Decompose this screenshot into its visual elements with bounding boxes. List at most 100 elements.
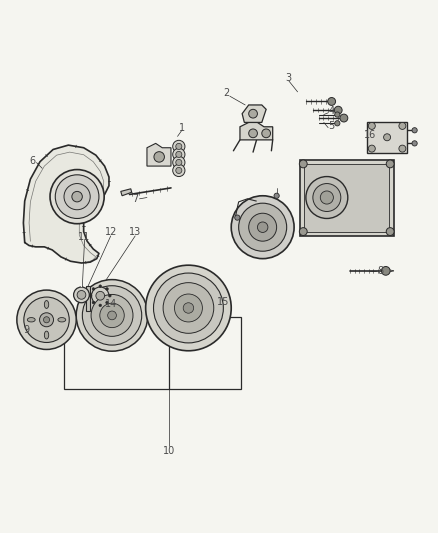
Circle shape (100, 303, 124, 328)
Polygon shape (121, 189, 132, 196)
Ellipse shape (58, 318, 66, 322)
Circle shape (39, 313, 53, 327)
Circle shape (92, 288, 95, 290)
Circle shape (299, 228, 307, 236)
Circle shape (262, 129, 271, 138)
Circle shape (76, 280, 148, 351)
Circle shape (313, 183, 341, 212)
Circle shape (399, 123, 406, 130)
Circle shape (340, 114, 348, 122)
Text: 1: 1 (179, 123, 185, 133)
Circle shape (328, 98, 336, 106)
Polygon shape (240, 123, 273, 140)
Circle shape (99, 285, 102, 287)
Circle shape (249, 129, 258, 138)
Text: 4: 4 (328, 106, 335, 116)
Circle shape (381, 266, 390, 275)
Text: 15: 15 (217, 297, 230, 308)
Ellipse shape (44, 331, 49, 339)
Circle shape (106, 301, 108, 304)
Circle shape (335, 112, 340, 117)
Circle shape (176, 159, 182, 166)
Circle shape (183, 303, 194, 313)
Circle shape (72, 191, 82, 202)
Text: 9: 9 (23, 325, 29, 335)
Circle shape (368, 123, 375, 130)
Text: 2: 2 (224, 88, 230, 98)
Circle shape (24, 297, 69, 343)
Text: 5: 5 (328, 121, 335, 131)
Circle shape (108, 311, 117, 320)
Circle shape (89, 294, 92, 297)
Circle shape (82, 286, 142, 345)
Circle shape (399, 145, 406, 152)
Circle shape (39, 318, 47, 326)
Circle shape (92, 287, 109, 304)
Circle shape (106, 288, 108, 290)
Circle shape (299, 160, 307, 168)
Bar (367, 122, 407, 153)
Circle shape (50, 169, 104, 224)
Circle shape (55, 175, 99, 219)
Text: 14: 14 (105, 298, 117, 309)
Circle shape (306, 176, 348, 219)
Circle shape (173, 140, 185, 152)
Text: 11: 11 (78, 232, 91, 242)
Circle shape (146, 265, 231, 351)
Circle shape (239, 203, 287, 251)
Circle shape (173, 164, 185, 176)
Bar (300, 159, 394, 236)
Circle shape (17, 290, 76, 350)
Polygon shape (147, 143, 171, 166)
Text: 13: 13 (129, 228, 141, 237)
Bar (86, 286, 90, 311)
Text: 3: 3 (286, 73, 292, 83)
Bar (64, 317, 241, 389)
Circle shape (231, 196, 294, 259)
Circle shape (163, 282, 214, 333)
Circle shape (92, 301, 95, 304)
Text: 7: 7 (132, 194, 138, 204)
Circle shape (174, 294, 202, 322)
Circle shape (109, 294, 111, 297)
Circle shape (249, 213, 277, 241)
Polygon shape (23, 145, 109, 263)
Circle shape (176, 151, 182, 157)
Circle shape (235, 215, 240, 220)
Text: 12: 12 (105, 228, 117, 237)
Circle shape (77, 290, 86, 299)
Bar (81, 285, 82, 287)
Circle shape (249, 109, 258, 118)
Circle shape (274, 193, 279, 198)
Circle shape (99, 304, 102, 306)
Circle shape (173, 156, 185, 168)
Circle shape (320, 191, 333, 204)
Circle shape (368, 145, 375, 152)
Circle shape (173, 148, 185, 160)
Circle shape (412, 128, 417, 133)
Text: 16: 16 (364, 130, 376, 140)
Circle shape (153, 273, 223, 343)
Circle shape (384, 134, 391, 141)
Text: 10: 10 (162, 446, 175, 456)
Text: 8: 8 (378, 266, 384, 276)
Polygon shape (242, 105, 266, 123)
Circle shape (154, 152, 164, 162)
Circle shape (91, 294, 133, 336)
Circle shape (386, 160, 394, 168)
Circle shape (43, 317, 49, 323)
Ellipse shape (44, 301, 49, 309)
Bar (304, 164, 389, 231)
Circle shape (258, 222, 268, 232)
Circle shape (96, 292, 105, 300)
Text: 6: 6 (29, 156, 35, 166)
Circle shape (64, 183, 90, 210)
Circle shape (386, 228, 394, 236)
Ellipse shape (27, 318, 35, 322)
Circle shape (176, 167, 182, 174)
Circle shape (335, 120, 340, 126)
Circle shape (176, 143, 182, 149)
Circle shape (412, 141, 417, 146)
Circle shape (74, 287, 89, 303)
Circle shape (334, 106, 342, 114)
